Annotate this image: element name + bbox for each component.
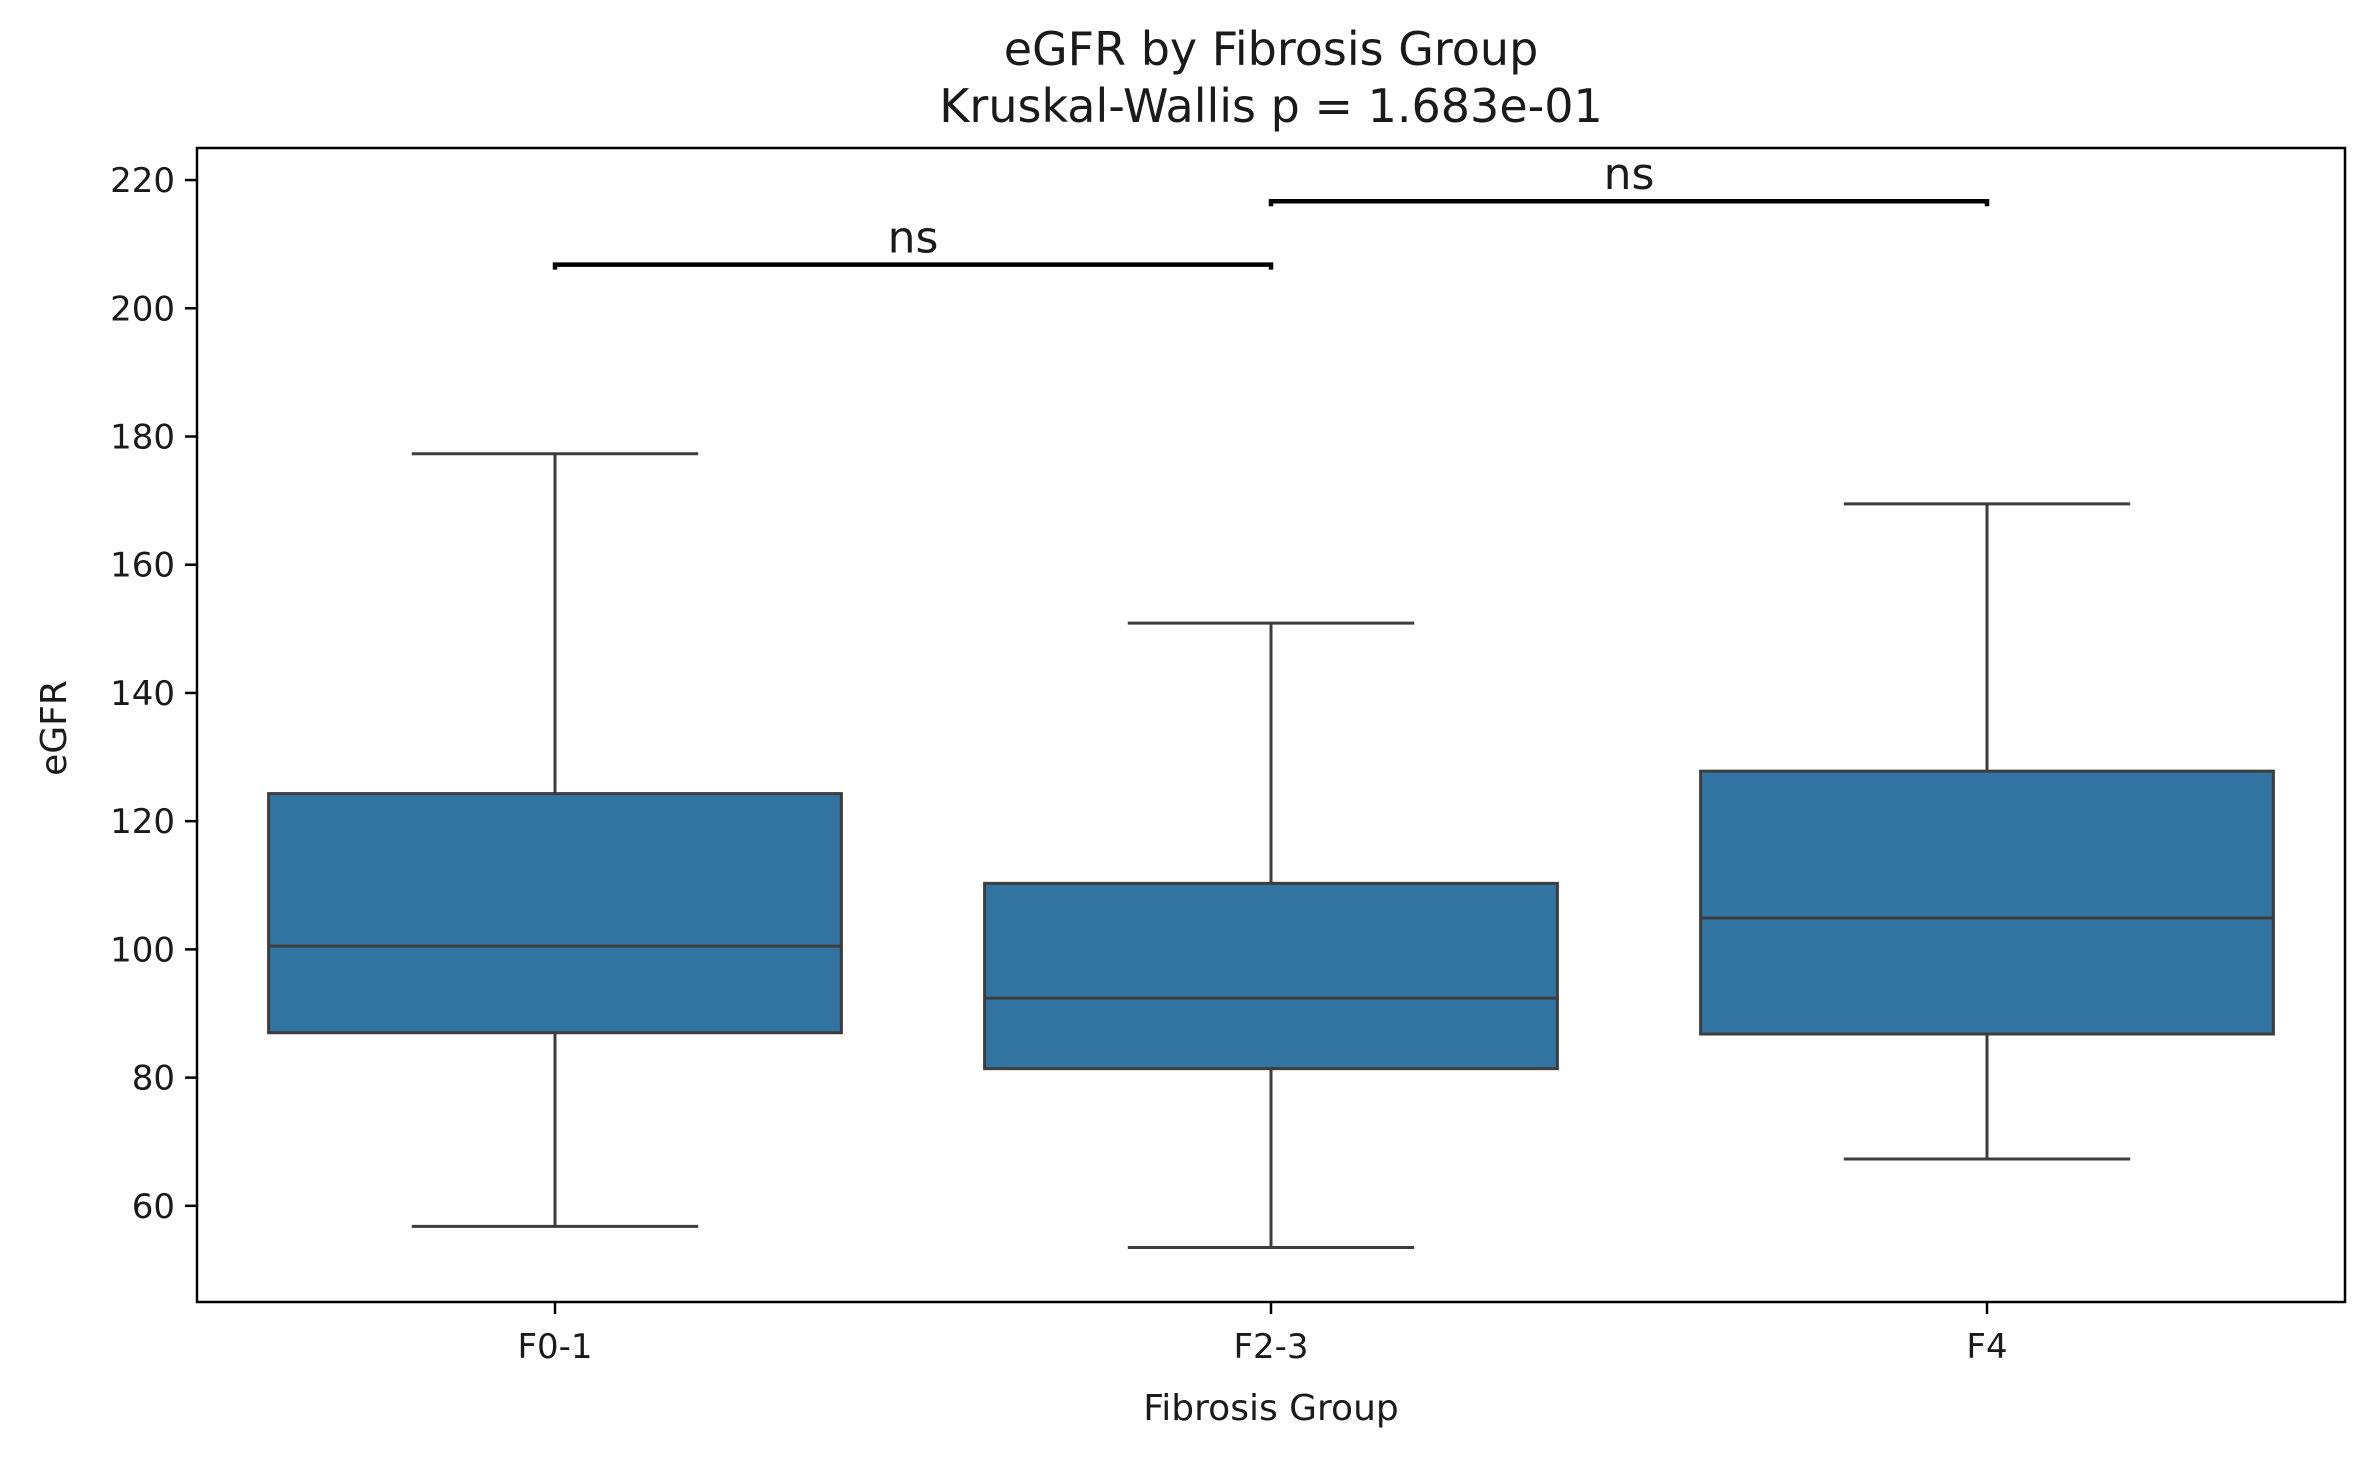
y-tick-label: 140 (110, 674, 175, 714)
significance-annotations: ns ns (552, 149, 1990, 270)
axes: 60 80 100 120 140 160 180 200 220 F0-1 F2-3 F4 (110, 146, 2347, 1367)
box-group-F0-1 (267, 452, 843, 1228)
chart-subtitle: Kruskal-Wallis p = 1.683e-01 (939, 79, 1603, 133)
iqr-box (1699, 769, 2275, 1036)
x-tick-label: F4 (1966, 1327, 2007, 1367)
y-tick-label: 180 (110, 418, 175, 458)
x-tick-label: F0-1 (517, 1327, 592, 1367)
y-tick-label: 220 (110, 161, 175, 201)
chart-title: eGFR by Fibrosis Group (1004, 22, 1539, 76)
y-tick-label: 200 (110, 289, 175, 329)
iqr-box (983, 881, 1559, 1071)
y-tick-label: 120 (110, 802, 175, 842)
y-tick-label: 160 (110, 546, 175, 586)
significance-bracket-1: ns (552, 213, 1274, 270)
y-tick-label: 100 (110, 930, 175, 970)
significance-label: ns (1604, 149, 1655, 200)
x-axis-label: Fibrosis Group (1143, 1388, 1399, 1429)
significance-bracket-2: ns (1268, 149, 1990, 207)
box-group-F2-3 (983, 621, 1559, 1250)
box-group-F4 (1699, 502, 2275, 1161)
significance-label: ns (888, 213, 939, 264)
y-axis-label: eGFR (34, 680, 75, 776)
bracket-line (1268, 198, 1990, 207)
x-tick-label: F2-3 (1233, 1327, 1308, 1367)
plot-area (267, 452, 2275, 1250)
y-tick-label: 60 (132, 1187, 175, 1227)
bracket-line (552, 262, 1274, 270)
y-tick-label: 80 (132, 1059, 175, 1099)
iqr-box (267, 792, 843, 1035)
